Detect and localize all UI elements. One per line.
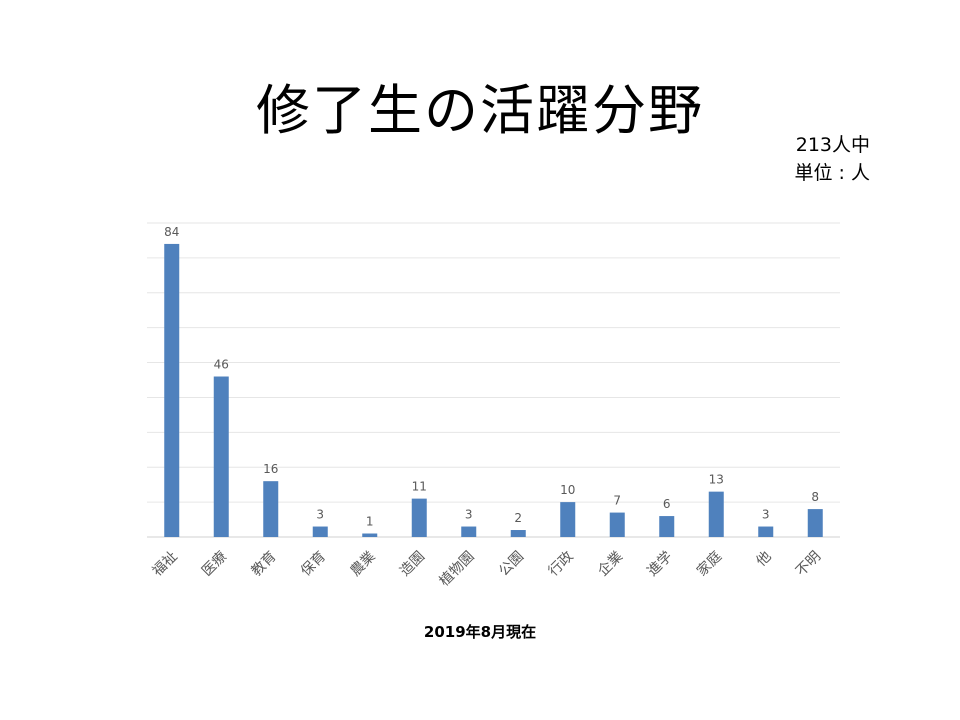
bar-農業 — [362, 533, 378, 537]
bar-福祉 — [164, 243, 180, 537]
x-tick-label: 植物園 — [437, 549, 478, 590]
bar-造園 — [411, 498, 427, 537]
data-label: 3 — [762, 508, 770, 522]
data-label: 84 — [164, 225, 179, 239]
bar-植物園 — [461, 526, 477, 537]
bar-公園 — [510, 530, 526, 537]
x-tick-label: 医療 — [198, 548, 230, 580]
x-tick-label: 農業 — [347, 549, 378, 580]
unit-note: 単位 : 人 — [794, 162, 870, 184]
bar-家庭 — [708, 491, 724, 537]
bar-行政 — [560, 502, 576, 537]
data-label: 7 — [613, 494, 621, 508]
data-label: 11 — [412, 480, 427, 494]
slide-title: 修了生の活躍分野 — [256, 79, 704, 142]
bar-他 — [758, 526, 774, 537]
bar-不明 — [807, 509, 823, 537]
data-label: 6 — [663, 497, 671, 511]
total-note: 213人中 — [795, 134, 870, 156]
x-tick-label: 保育 — [298, 549, 329, 580]
bar-教育 — [263, 481, 279, 537]
x-tick-label: 他 — [753, 549, 774, 570]
bar-医療 — [213, 376, 229, 537]
bar-進学 — [659, 516, 675, 537]
data-label: 10 — [560, 483, 575, 497]
data-label: 3 — [465, 508, 473, 522]
data-label: 13 — [709, 473, 724, 487]
data-label: 8 — [811, 490, 819, 504]
x-tick-label: 福祉 — [149, 549, 180, 580]
x-tick-label: 教育 — [248, 549, 279, 580]
data-label: 2 — [514, 511, 522, 525]
x-axis-label: 2019年8月現在 — [423, 623, 537, 641]
x-tick-label: 公園 — [496, 549, 527, 580]
data-label: 16 — [263, 462, 278, 476]
bar-保育 — [312, 526, 328, 537]
data-label: 46 — [214, 358, 229, 372]
data-label: 1 — [366, 515, 374, 529]
x-tick-label: 進学 — [644, 549, 675, 580]
bar-企業 — [609, 512, 625, 537]
x-tick-label: 家庭 — [693, 548, 725, 580]
x-tick-label: 行政 — [545, 549, 576, 580]
x-tick-label: 企業 — [594, 548, 626, 580]
data-label: 3 — [316, 508, 324, 522]
x-tick-label: 不明 — [793, 549, 824, 580]
x-tick-label: 造園 — [397, 549, 428, 580]
